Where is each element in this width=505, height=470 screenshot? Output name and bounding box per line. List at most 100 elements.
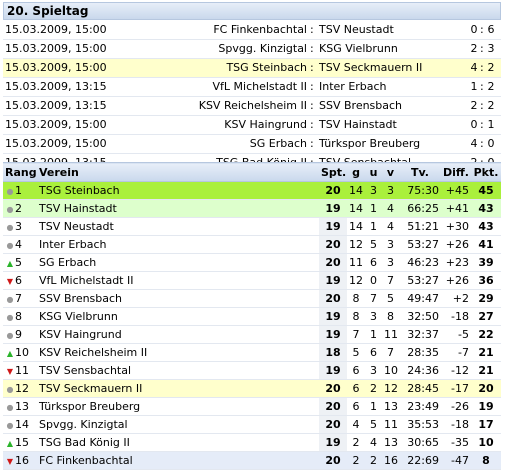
goals-cell: 32:37 [399, 325, 441, 344]
match-home-team[interactable]: FC Finkenbachtal [213, 23, 307, 36]
table-row[interactable]: ▲ 5 SG Erbach 20 11 6 3 46:23 +23 39 [3, 253, 501, 272]
won-cell: 6 [347, 379, 365, 398]
standings-header-row: Rang Verein Spt. g u v Tv. Diff. Pkt. [3, 162, 501, 182]
table-row[interactable]: ● 2 TSV Hainstadt 19 14 1 4 66:25 +41 43 [3, 199, 501, 218]
lost-cell: 12 [382, 379, 399, 398]
team-cell[interactable]: KSV Reichelsheim II [37, 343, 319, 362]
match-away-team[interactable]: SSV Brensbach [319, 99, 403, 112]
match-date: 15.03.2009, 15:00 [5, 137, 107, 150]
col-g-header[interactable]: g [347, 162, 365, 182]
match-separator: : [310, 42, 314, 55]
team-cell[interactable]: TSG Bad König II [37, 433, 319, 452]
match-separator: : [310, 61, 314, 74]
points-cell: 17 [471, 415, 501, 434]
table-row[interactable]: ● 1 TSG Steinbach 20 14 3 3 75:30 +45 45 [3, 181, 501, 200]
match-away-team[interactable]: TSV Hainstadt [319, 118, 397, 131]
diff-cell: +23 [441, 253, 471, 272]
lost-cell: 7 [382, 271, 399, 290]
table-row[interactable]: ▲ 10 KSV Reichelsheim II 18 5 6 7 28:35 -7 21 [3, 343, 501, 362]
points-cell: 45 [471, 181, 501, 200]
team-cell[interactable]: TSV Neustadt [37, 217, 319, 236]
table-row[interactable]: ▼ 6 VfL Michelstadt II 19 12 0 7 53:27 +26 36 [3, 271, 501, 290]
table-row[interactable]: ● 3 TSV Neustadt 19 14 1 4 51:21 +30 43 [3, 217, 501, 236]
drawn-cell: 1 [365, 199, 382, 218]
match-home-team[interactable]: VfL Michelstadt II [212, 80, 307, 93]
team-cell[interactable]: FC Finkenbachtal [37, 451, 319, 470]
match-date: 15.03.2009, 13:15 [5, 99, 107, 112]
match-row: 15.03.2009, 15:00 FC Finkenbachtal TSV Neu… [3, 21, 501, 40]
played-cell: 20 [319, 397, 347, 416]
rank-number: 10 [15, 346, 29, 359]
dot-icon: ● [6, 403, 14, 412]
dot-icon: ● [6, 313, 14, 322]
diff-cell: +2 [441, 289, 471, 308]
won-cell: 2 [347, 451, 365, 470]
team-cell[interactable]: TSV Sensbachtal [37, 361, 319, 380]
match-row: 15.03.2009, 13:15 VfL Michelstadt II Inter… [3, 78, 501, 97]
team-cell[interactable]: KSV Haingrund [37, 325, 319, 344]
match-home-score: 4 [470, 61, 478, 74]
match-row: 15.03.2009, 15:00 Spvgg. Kinzigtal KSG Vie… [3, 40, 501, 59]
table-row[interactable]: ● 13 Türkspor Breuberg 20 6 1 13 23:49 -26 19 [3, 397, 501, 416]
points-cell: 10 [471, 433, 501, 452]
col-team-header[interactable]: Verein [37, 162, 319, 182]
points-cell: 22 [471, 325, 501, 344]
match-row: 15.03.2009, 15:00 SG Erbach Türkspor Breub… [3, 135, 501, 154]
team-cell[interactable]: TSV Seckmauern II [37, 379, 319, 398]
team-cell[interactable]: SSV Brensbach [37, 289, 319, 308]
table-row[interactable]: ▼ 11 TSV Sensbachtal 19 6 3 10 24:36 -12 21 [3, 361, 501, 380]
col-pkt-header[interactable]: Pkt. [471, 162, 501, 182]
table-row[interactable]: ● 7 SSV Brensbach 20 8 7 5 49:47 +2 29 [3, 289, 501, 308]
rank-number: 5 [15, 256, 22, 269]
match-away-team[interactable]: TSV Neustadt [319, 23, 394, 36]
team-cell[interactable]: KSG Vielbrunn [37, 307, 319, 326]
team-cell[interactable]: TSG Steinbach [37, 181, 319, 200]
won-cell: 8 [347, 307, 365, 326]
table-row[interactable]: ● 9 KSV Haingrund 19 7 1 11 32:37 -5 22 [3, 325, 501, 344]
rank-number: 15 [15, 436, 29, 449]
drawn-cell: 1 [365, 325, 382, 344]
match-home-team[interactable]: KSV Haingrund [224, 118, 307, 131]
score-separator: : [480, 99, 484, 112]
team-cell[interactable]: Inter Erbach [37, 235, 319, 254]
won-cell: 6 [347, 361, 365, 380]
table-row[interactable]: ● 14 Spvgg. Kinzigtal 20 4 5 11 35:53 -18 17 [3, 415, 501, 434]
team-cell[interactable]: TSV Hainstadt [37, 199, 319, 218]
match-home-team[interactable]: KSV Reichelsheim II [198, 99, 307, 112]
match-separator: : [310, 80, 314, 93]
team-cell[interactable]: Türkspor Breuberg [37, 397, 319, 416]
diff-cell: -35 [441, 433, 471, 452]
lost-cell: 3 [382, 253, 399, 272]
col-spt-header[interactable]: Spt. [319, 162, 347, 182]
score-separator: : [480, 118, 484, 131]
match-away-team[interactable]: Inter Erbach [319, 80, 387, 93]
team-cell[interactable]: VfL Michelstadt II [37, 271, 319, 290]
match-home-team[interactable]: SG Erbach [249, 137, 307, 150]
won-cell: 7 [347, 325, 365, 344]
match-home-team[interactable]: TSG Steinbach [226, 61, 307, 74]
goals-cell: 49:47 [399, 289, 441, 308]
match-away-team[interactable]: KSG Vielbrunn [319, 42, 398, 55]
table-row[interactable]: ● 12 TSV Seckmauern II 20 6 2 12 28:45 -17 20 [3, 379, 501, 398]
match-away-team[interactable]: Türkspor Breuberg [319, 137, 421, 150]
table-row[interactable]: ● 8 KSG Vielbrunn 19 8 3 8 32:50 -18 27 [3, 307, 501, 326]
matchday-title: 20. Spieltag [3, 2, 501, 20]
points-cell: 21 [471, 361, 501, 380]
table-row[interactable]: ● 4 Inter Erbach 20 12 5 3 53:27 +26 41 [3, 235, 501, 254]
col-v-header[interactable]: v [382, 162, 399, 182]
table-row[interactable]: ▼ 16 FC Finkenbachtal 20 2 2 16 22:69 -47 8 [3, 451, 501, 470]
col-rank-header[interactable]: Rang [3, 162, 37, 182]
col-diff-header[interactable]: Diff. [441, 162, 471, 182]
match-home-team[interactable]: Spvgg. Kinzigtal [218, 42, 307, 55]
team-cell[interactable]: Spvgg. Kinzigtal [37, 415, 319, 434]
dot-icon: ● [6, 385, 14, 394]
match-separator: : [310, 99, 314, 112]
triangle-down-icon: ▼ [6, 277, 14, 286]
col-tv-header[interactable]: Tv. [399, 162, 441, 182]
table-row[interactable]: ▲ 15 TSG Bad König II 19 2 4 13 30:65 -35 10 [3, 433, 501, 452]
rank-number: 1 [15, 184, 22, 197]
team-cell[interactable]: SG Erbach [37, 253, 319, 272]
col-u-header[interactable]: u [365, 162, 382, 182]
triangle-up-icon: ▲ [6, 439, 14, 448]
match-away-team[interactable]: TSV Seckmauern II [319, 61, 423, 74]
